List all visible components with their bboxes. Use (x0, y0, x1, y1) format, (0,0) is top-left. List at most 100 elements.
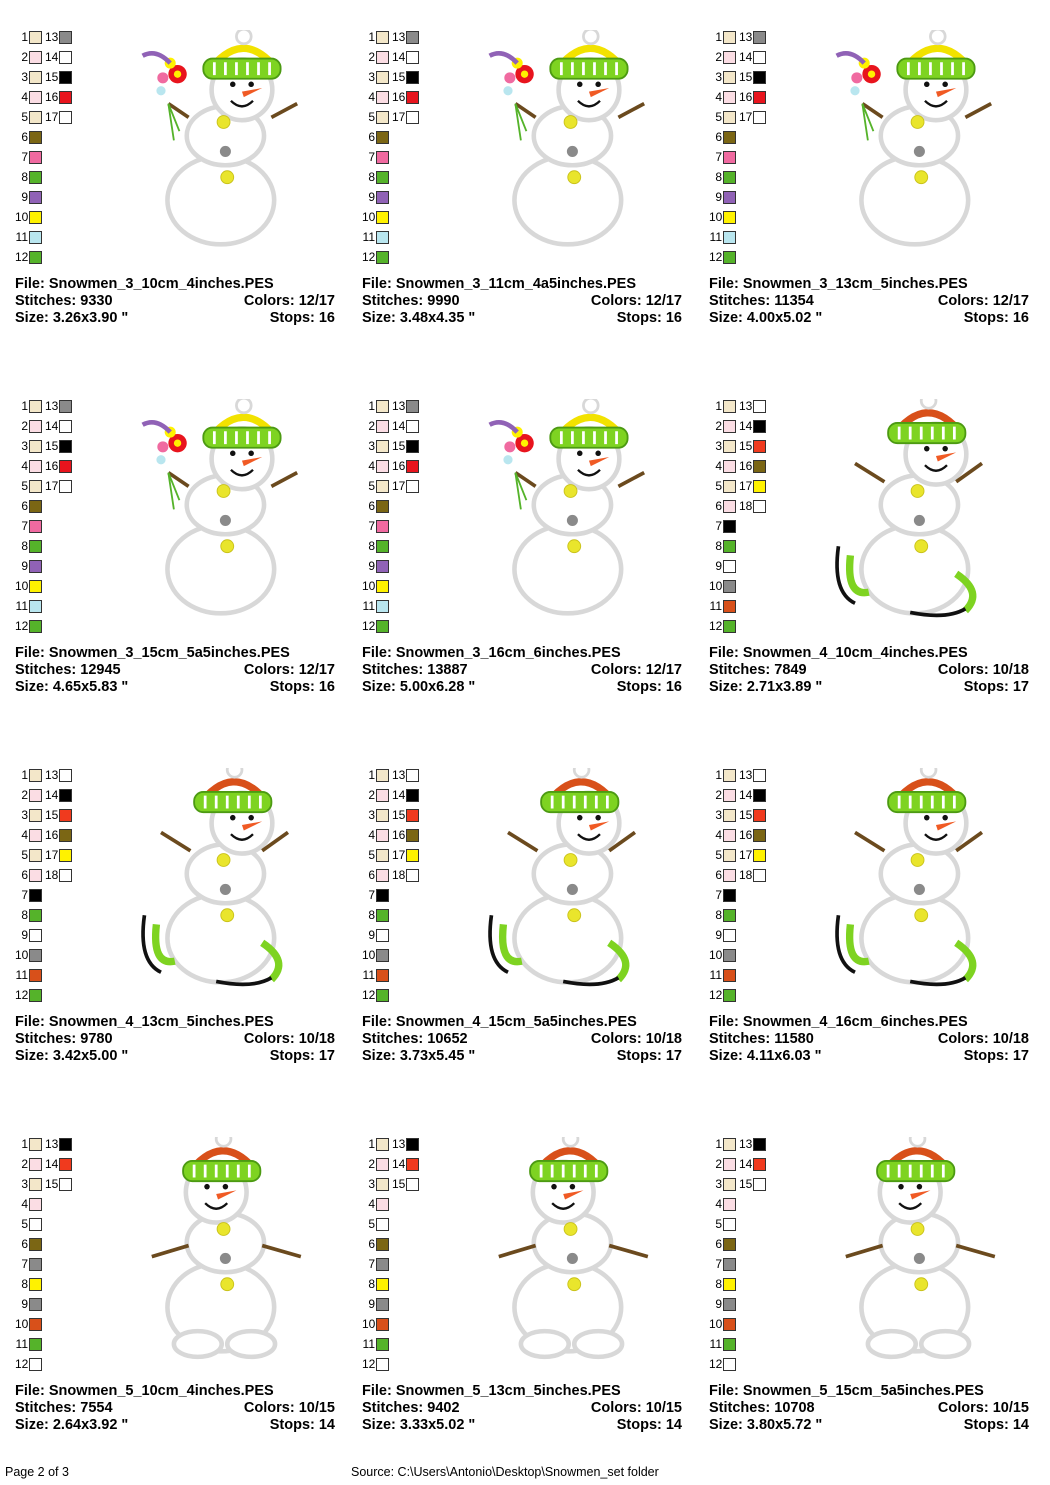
thread-color-swatch (406, 849, 419, 862)
hat-band (202, 57, 282, 80)
thread-color-swatch (406, 1138, 419, 1151)
thread-number: 5 (21, 848, 28, 862)
thread-number: 1 (368, 399, 375, 413)
thread-number: 12 (362, 250, 376, 264)
thread-color-swatch (753, 420, 766, 433)
thread-color-swatch (753, 829, 766, 842)
thread-color-swatch (723, 600, 736, 613)
thread-number: 15 (392, 808, 406, 822)
foot (518, 1328, 572, 1360)
arm (270, 101, 299, 120)
skate-blade (488, 914, 509, 974)
thread-color-swatch (723, 829, 736, 842)
thread-number: 5 (715, 1217, 722, 1231)
hat-band (876, 1160, 956, 1183)
design-info: File: Snowmen_5_13cm_5inches.PES Stitches… (362, 1383, 682, 1434)
thread-number: 2 (368, 419, 375, 433)
thread-number: 2 (715, 50, 722, 64)
thread-color-swatch (723, 560, 736, 573)
thread-color-swatch (29, 849, 42, 862)
carrot-nose (935, 87, 957, 98)
thread-number: 5 (368, 1217, 375, 1231)
thread-number: 9 (368, 1297, 375, 1311)
thread-number: 7 (715, 519, 722, 533)
thread-color-swatch (376, 789, 389, 802)
eye (898, 1183, 904, 1190)
smile (551, 1202, 576, 1210)
thread-number: 2 (21, 788, 28, 802)
button-yellow (563, 115, 578, 129)
thread-number: 11 (709, 1337, 722, 1351)
button-yellow (910, 484, 925, 498)
button-grey (566, 1252, 578, 1264)
thread-number: 9 (715, 559, 722, 573)
eye (230, 450, 236, 457)
thread-color-swatch (29, 480, 42, 493)
smile (577, 468, 601, 477)
skate (846, 554, 870, 597)
thread-color-swatch (59, 400, 72, 413)
thread-number: 1 (21, 30, 28, 44)
button-yellow (910, 853, 925, 867)
eye (595, 814, 601, 821)
thread-color-swatch (376, 1138, 389, 1151)
thread-color-swatch (376, 31, 389, 44)
thread-number: 8 (715, 539, 722, 553)
thread-color-swatch (376, 1258, 389, 1271)
thread-color-swatch (29, 889, 42, 902)
file-name: File: Snowmen_5_10cm_4inches.PES (15, 1383, 274, 1399)
skate (954, 570, 977, 614)
arm (270, 470, 299, 489)
thread-number: 4 (368, 1197, 375, 1211)
thread-color-swatch (723, 460, 736, 473)
flower-stems (167, 103, 181, 141)
thread-number: 1 (368, 768, 375, 782)
thread-number: 9 (368, 928, 375, 942)
thread-number: 6 (368, 130, 375, 144)
thread-color-swatch (29, 1338, 42, 1351)
button-yellow (216, 853, 231, 867)
eye (916, 1183, 923, 1190)
thread-number: 14 (739, 419, 753, 433)
thread-number: 10 (362, 1317, 376, 1331)
thread-number: 10 (15, 210, 29, 224)
thread-number: 6 (715, 130, 722, 144)
thread-color-swatch (59, 91, 72, 104)
thread-color-swatch (723, 151, 736, 164)
hat-band (193, 791, 273, 814)
color-count: Colors: 12/17 (243, 293, 335, 309)
thread-number: 6 (21, 130, 28, 144)
thread-number: 2 (368, 1157, 375, 1171)
file-name: File: Snowmen_3_10cm_4inches.PES (15, 276, 274, 292)
thread-number: 1 (368, 1137, 375, 1151)
thread-number: 7 (715, 1257, 722, 1271)
thread-color-swatch (753, 849, 766, 862)
hat-band (202, 426, 282, 449)
thread-number: 1 (21, 1137, 28, 1151)
thread-color-swatch (376, 460, 389, 473)
thread-color-swatch (376, 420, 389, 433)
thread-number: 3 (715, 439, 722, 453)
thread-number: 7 (21, 1257, 28, 1271)
thread-number: 16 (739, 90, 753, 104)
hat-pompom (919, 768, 938, 779)
button-grey (219, 145, 231, 157)
thread-number: 10 (362, 948, 376, 962)
thread-color-swatch (59, 1158, 72, 1171)
stitch-count: Stitches: 7849 (709, 662, 807, 678)
arm (160, 830, 192, 853)
thread-number: 17 (45, 110, 59, 124)
thread-number: 2 (368, 50, 375, 64)
stitch-count: Stitches: 10652 (362, 1031, 468, 1047)
stitch-count: Stitches: 9990 (362, 293, 460, 309)
thread-number: 11 (709, 968, 722, 982)
arm (507, 830, 539, 853)
thread-color-swatch (376, 580, 389, 593)
thread-color-swatch (406, 829, 419, 842)
thread-color-swatch (29, 1198, 42, 1211)
lavender (488, 420, 519, 434)
hat-band (887, 422, 967, 445)
thread-number: 11 (709, 230, 722, 244)
design-size: Size: 2.64x3.92 " (15, 1417, 129, 1433)
carrot-nose (216, 1190, 237, 1200)
